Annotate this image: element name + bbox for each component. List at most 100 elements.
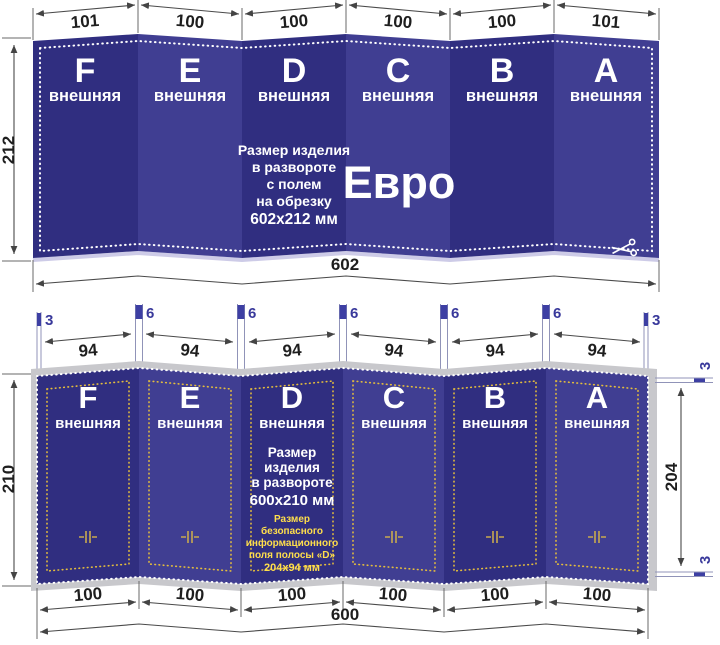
panel-D (241, 368, 343, 584)
safe-area-F (46, 380, 130, 572)
safe-area-A (555, 380, 639, 572)
safe-width-label: 94 (180, 340, 201, 361)
bottom-size-note: Размер изделия в развороте 600х210 мм Ра… (246, 445, 338, 574)
note-line: на обрезку (256, 193, 332, 209)
bottom-height-dimension: 210 (0, 373, 31, 587)
mark-label: 6 (553, 305, 561, 322)
mark-label: 6 (451, 305, 459, 322)
safe-height-label: 204 (662, 462, 681, 491)
dimension-arrow (548, 599, 646, 613)
mark-label: 3 (697, 556, 714, 564)
width-label: 100 (279, 11, 309, 32)
dimension-arrow (446, 599, 544, 613)
panel-side-label: внешняя (55, 415, 121, 432)
mark-bar (542, 305, 550, 319)
dimension-arrow (244, 2, 344, 17)
panel-D (242, 34, 346, 258)
width-label: 101 (591, 11, 621, 32)
mark-bar (135, 305, 143, 319)
fold-symbol (181, 531, 199, 543)
dimension-arrow (35, 2, 136, 17)
mark-label: 3 (652, 312, 660, 329)
panel-side-label: внешняя (259, 415, 325, 432)
panel-E (138, 34, 242, 258)
note-size-value: 600х210 мм (250, 492, 335, 509)
mark-bar (694, 378, 705, 382)
top-fold-shape (32, 34, 660, 263)
panel-side-label: внешняя (462, 415, 528, 432)
panel-side-label: внешняя (362, 87, 434, 105)
safe-note-size-value: 204х94 мм (264, 562, 320, 574)
panel-letter: A (586, 380, 608, 415)
safe-width-label: 94 (485, 340, 506, 361)
dimension-arrow (248, 331, 336, 345)
safe-width-label: 94 (384, 340, 405, 361)
safe-height-dimension: 3 3 204 (655, 362, 714, 577)
panel-A (546, 368, 648, 584)
mark-bar (339, 305, 347, 319)
dimension-arrow (39, 623, 646, 635)
dimension-arrow (348, 2, 448, 17)
trim-dotted-line (39, 39, 653, 253)
safe-area-C (352, 380, 436, 572)
note-line: с полем (266, 176, 321, 192)
safe-note-line: безопасного (261, 525, 323, 537)
mark-bar (694, 572, 705, 576)
fold-symbol (486, 531, 504, 543)
dimension-arrow (243, 599, 341, 613)
panel-width-label: 100 (73, 584, 103, 605)
safe-width-label: 94 (587, 340, 608, 361)
bottom-fold-shape (31, 361, 657, 591)
panel-B (444, 368, 546, 584)
dimension-arrow (350, 331, 437, 345)
panel-F (37, 368, 139, 584)
fold-type-name: Евро (343, 157, 456, 208)
panel-F (33, 34, 138, 258)
dimension-arrow (141, 599, 239, 613)
panel-letter: B (484, 380, 506, 415)
panel-letter: B (490, 52, 515, 90)
width-label: 100 (487, 11, 517, 32)
note-line: в развороте (252, 159, 337, 175)
panel-letter: E (180, 380, 201, 415)
dimension-arrow (452, 2, 552, 17)
panel-side-label: внешняя (564, 415, 630, 432)
panel-letter: D (281, 380, 303, 415)
panel-letter: E (179, 52, 202, 90)
dimension-arrow (35, 275, 657, 287)
panel-E (139, 368, 241, 584)
height-label: 212 (0, 136, 18, 164)
width-label: 101 (70, 11, 100, 32)
panel-side-label: внешняя (154, 87, 226, 105)
panel-width-label: 100 (175, 584, 205, 605)
dimension-arrow (140, 2, 240, 17)
width-label: 100 (383, 11, 413, 32)
panel-letter: A (594, 52, 619, 90)
mark-bar (237, 305, 245, 319)
note-line: изделия (264, 460, 320, 475)
safe-note-line: Размер (274, 514, 310, 525)
panel-side-label: внешняя (157, 415, 223, 432)
dimension-arrow (451, 331, 539, 345)
safe-area-D (250, 380, 334, 572)
total-label: 600 (331, 605, 359, 624)
top-height-dimension: 212 (0, 37, 31, 262)
note-line: Размер изделия (238, 142, 350, 158)
panel-letter: C (383, 380, 405, 415)
fold-marks: 3 6 6 6 6 6 3 (36, 304, 660, 376)
panel-side-label: внешняя (570, 87, 642, 105)
panel-C (343, 368, 444, 584)
panel-side-label: внешняя (258, 87, 330, 105)
safe-width-dimensions: 94 94 94 94 94 94 (44, 331, 641, 361)
safe-note-line: информационного (246, 537, 338, 549)
mark-bar (644, 313, 648, 326)
note-line: Размер (268, 445, 317, 460)
panel-width-label: 100 (378, 584, 408, 605)
safe-width-label: 94 (282, 340, 303, 361)
scissors-icon (611, 238, 638, 257)
panel-A (554, 34, 659, 258)
safe-area-E (148, 380, 232, 572)
width-label: 100 (175, 11, 205, 32)
panel-letter: C (386, 52, 411, 90)
panel-side-label: внешняя (466, 87, 538, 105)
